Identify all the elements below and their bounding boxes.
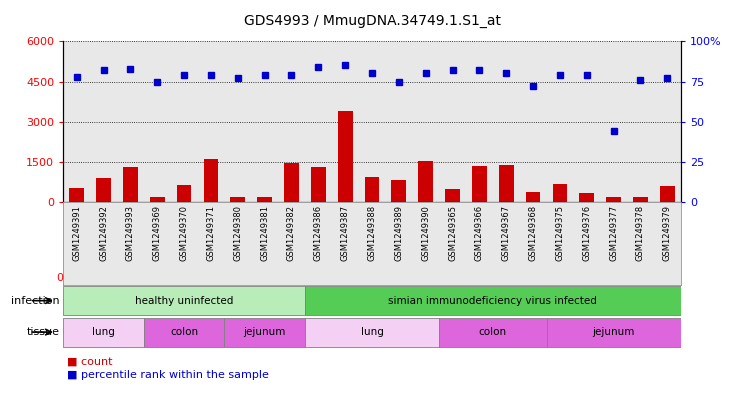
Bar [63,286,305,315]
Text: GSM1249379: GSM1249379 [663,205,672,261]
Bar [311,167,326,202]
Bar [225,318,305,347]
Text: GSM1249382: GSM1249382 [287,205,296,261]
Text: jejunum: jejunum [243,327,286,337]
Bar [123,167,138,202]
Bar [144,318,225,347]
Bar [472,166,487,202]
Text: GSM1249376: GSM1249376 [583,205,591,261]
Bar [580,193,594,202]
Text: colon: colon [478,327,507,337]
Text: healthy uninfected: healthy uninfected [135,296,234,306]
Text: colon: colon [170,327,198,337]
Text: GSM1249365: GSM1249365 [448,205,457,261]
Text: GSM1249368: GSM1249368 [528,205,538,261]
Bar [499,165,513,202]
Text: infection: infection [11,296,60,306]
Text: GSM1249369: GSM1249369 [153,205,161,261]
Text: 0: 0 [57,273,63,283]
Text: jejunum: jejunum [592,327,635,337]
Bar [633,197,648,202]
Bar [69,187,84,202]
Bar [204,160,218,202]
Text: GSM1249392: GSM1249392 [99,205,108,261]
Bar [418,161,433,202]
Bar [365,177,379,202]
Text: lung: lung [92,327,115,337]
Text: GDS4993 / MmugDNA.34749.1.S1_at: GDS4993 / MmugDNA.34749.1.S1_at [243,14,501,28]
Text: GSM1249371: GSM1249371 [206,205,216,261]
Text: simian immunodeficiency virus infected: simian immunodeficiency virus infected [388,296,597,306]
Bar [176,185,191,202]
Bar [660,186,675,202]
Text: tissue: tissue [27,327,60,337]
Text: GSM1249366: GSM1249366 [475,205,484,261]
Text: GSM1249390: GSM1249390 [421,205,430,261]
Text: GSM1249388: GSM1249388 [368,205,376,261]
Bar [606,197,621,202]
Bar [305,286,681,315]
Bar [231,197,245,202]
Bar [305,318,439,347]
Bar [526,192,540,202]
Text: lung: lung [361,327,383,337]
Text: GSM1249387: GSM1249387 [341,205,350,261]
Bar [439,318,547,347]
Text: ■ percentile rank within the sample: ■ percentile rank within the sample [67,369,269,380]
Bar [445,189,460,202]
Text: GSM1249389: GSM1249389 [394,205,403,261]
Text: GSM1249367: GSM1249367 [501,205,510,261]
Text: GSM1249377: GSM1249377 [609,205,618,261]
Bar [284,163,299,202]
Text: GSM1249380: GSM1249380 [234,205,243,261]
Text: GSM1249378: GSM1249378 [636,205,645,261]
Bar [338,111,353,202]
Bar [391,180,406,202]
Bar [63,318,144,347]
Text: GSM1249393: GSM1249393 [126,205,135,261]
Bar [96,178,111,202]
Text: GSM1249370: GSM1249370 [179,205,188,261]
Bar [547,318,681,347]
Text: GSM1249375: GSM1249375 [556,205,565,261]
Bar [553,184,568,202]
Text: GSM1249381: GSM1249381 [260,205,269,261]
Text: ■ count: ■ count [67,356,112,367]
Text: GSM1249391: GSM1249391 [72,205,81,261]
Bar [257,197,272,202]
Text: GSM1249386: GSM1249386 [314,205,323,261]
Bar [150,197,164,202]
